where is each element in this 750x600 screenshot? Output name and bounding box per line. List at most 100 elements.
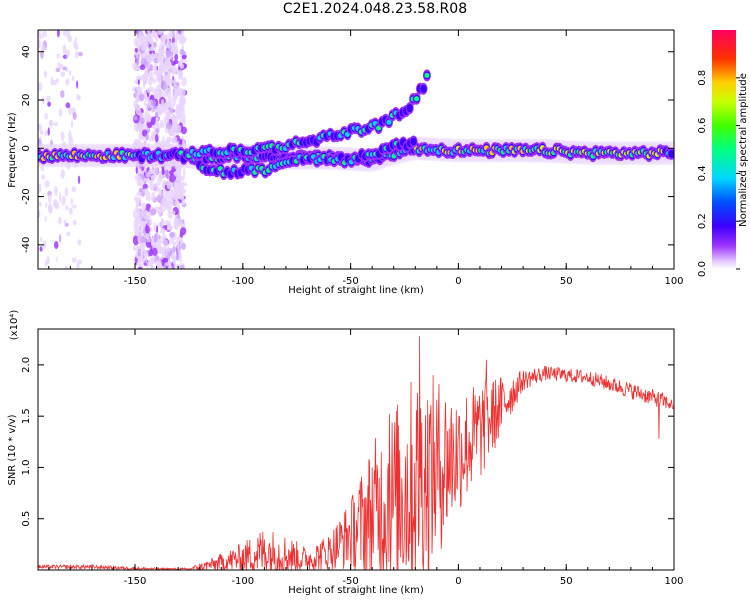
- noise-speck: [151, 31, 158, 39]
- noise-speck: [56, 30, 60, 38]
- noise-speck: [165, 76, 168, 84]
- noise-speck: [148, 211, 151, 221]
- noise-speck: [136, 191, 143, 197]
- trace-mid: [420, 84, 427, 93]
- noise-speck: [135, 86, 143, 92]
- noise-speck: [172, 246, 176, 253]
- colorbar-tick-label: 0.0: [697, 261, 708, 277]
- x-tick-label: 0: [455, 576, 461, 587]
- noise-speck: [38, 39, 41, 49]
- noise-speck: [61, 195, 66, 206]
- noise-speck: [167, 78, 175, 84]
- noise-speck: [159, 119, 164, 127]
- noise-speck: [149, 84, 152, 92]
- noise-speck: [179, 49, 185, 55]
- noise-speck: [169, 173, 176, 183]
- noise-speck: [156, 58, 160, 64]
- noise-speck: [42, 240, 47, 249]
- noise-speck: [60, 71, 66, 77]
- noise-speck: [153, 78, 156, 85]
- noise-speck: [166, 247, 171, 252]
- noise-speck: [172, 136, 178, 143]
- noise-speck: [137, 248, 142, 257]
- noise-speck: [145, 225, 150, 234]
- noise-speck: [78, 51, 83, 57]
- noise-speck: [137, 209, 140, 215]
- noise-speck: [142, 80, 146, 90]
- noise-speck: [161, 234, 166, 242]
- trace-mid: [668, 149, 674, 158]
- noise-speck: [151, 86, 155, 94]
- noise-speck: [142, 228, 146, 234]
- noise-speck: [135, 75, 142, 82]
- colorbar-tick-label: 0.8: [697, 70, 708, 86]
- noise-speck: [147, 30, 150, 34]
- noise-speck: [144, 188, 148, 197]
- noise-speck: [159, 190, 165, 197]
- noise-speck: [65, 49, 71, 57]
- noise-speck: [44, 180, 50, 188]
- colorbar-ticks: 0.0 0.2 0.4 0.6 0.8: [697, 70, 740, 277]
- noise-speck: [154, 87, 160, 97]
- noise-speck: [178, 71, 184, 78]
- noise-speck: [151, 255, 156, 261]
- noise-speck: [169, 55, 172, 61]
- noise-speck: [44, 130, 49, 137]
- colorbar: 0.0 0.2 0.4 0.6 0.8 Normalized spectral ampl…: [697, 30, 749, 277]
- noise-speck: [169, 235, 174, 244]
- noise-speck: [141, 129, 148, 137]
- noise-speck: [48, 193, 52, 204]
- noise-speck: [173, 263, 177, 268]
- noise-speck: [145, 254, 148, 264]
- snr-frame: [37, 328, 675, 571]
- noise-speck: [38, 34, 44, 40]
- spectrogram-marks: [38, 30, 674, 269]
- noise-speck: [133, 219, 139, 228]
- x-tick-label: -150: [124, 576, 147, 587]
- trace-core: [386, 119, 392, 125]
- noise-speck: [172, 194, 180, 201]
- noise-speck: [133, 38, 137, 46]
- noise-speck: [68, 70, 72, 76]
- noise-speck: [58, 192, 61, 202]
- x-tick-label: -50: [342, 576, 358, 587]
- noise-speck: [134, 227, 142, 237]
- noise-speck: [154, 52, 158, 58]
- noise-speck: [53, 241, 59, 249]
- noise-speck: [146, 33, 152, 39]
- noise-speck: [43, 70, 48, 78]
- noise-speck: [138, 93, 145, 102]
- noise-speck: [73, 39, 77, 49]
- x-tick-label: 0: [455, 276, 461, 287]
- noise-speck: [139, 117, 145, 125]
- y-tick-label: 1.5: [21, 408, 32, 424]
- spectrogram-frame: [37, 29, 675, 270]
- spectrogram-y-ticks: -40 -20 0 20 40: [21, 45, 674, 253]
- noise-speck: [148, 71, 154, 80]
- noise-speck: [145, 195, 152, 201]
- y-tick-label: 1.0: [21, 459, 32, 475]
- noise-speck: [137, 233, 141, 244]
- noise-speck: [52, 79, 58, 86]
- noise-speck: [65, 30, 71, 38]
- noise-speck: [165, 39, 172, 50]
- noise-speck: [156, 185, 159, 193]
- noise-speck: [180, 182, 188, 187]
- noise-speck: [77, 175, 81, 184]
- noise-speck: [139, 220, 146, 228]
- noise-speck: [176, 235, 183, 245]
- noise-speck: [154, 133, 159, 143]
- snr-x-ticks: -150 -100 -50 0 50 100: [48, 329, 684, 587]
- noise-speck: [168, 262, 172, 269]
- noise-speck: [161, 197, 168, 205]
- y-tick-label: 20: [21, 94, 32, 107]
- noise-speck: [169, 231, 175, 238]
- x-tick-label: -50: [342, 276, 358, 287]
- noise-speck: [150, 208, 157, 216]
- noise-speck: [147, 62, 151, 68]
- noise-speck: [149, 45, 156, 52]
- noise-speck: [66, 231, 71, 237]
- y-tick-label: -20: [21, 188, 32, 204]
- noise-speck: [70, 197, 74, 205]
- x-tick-label: 100: [664, 576, 683, 587]
